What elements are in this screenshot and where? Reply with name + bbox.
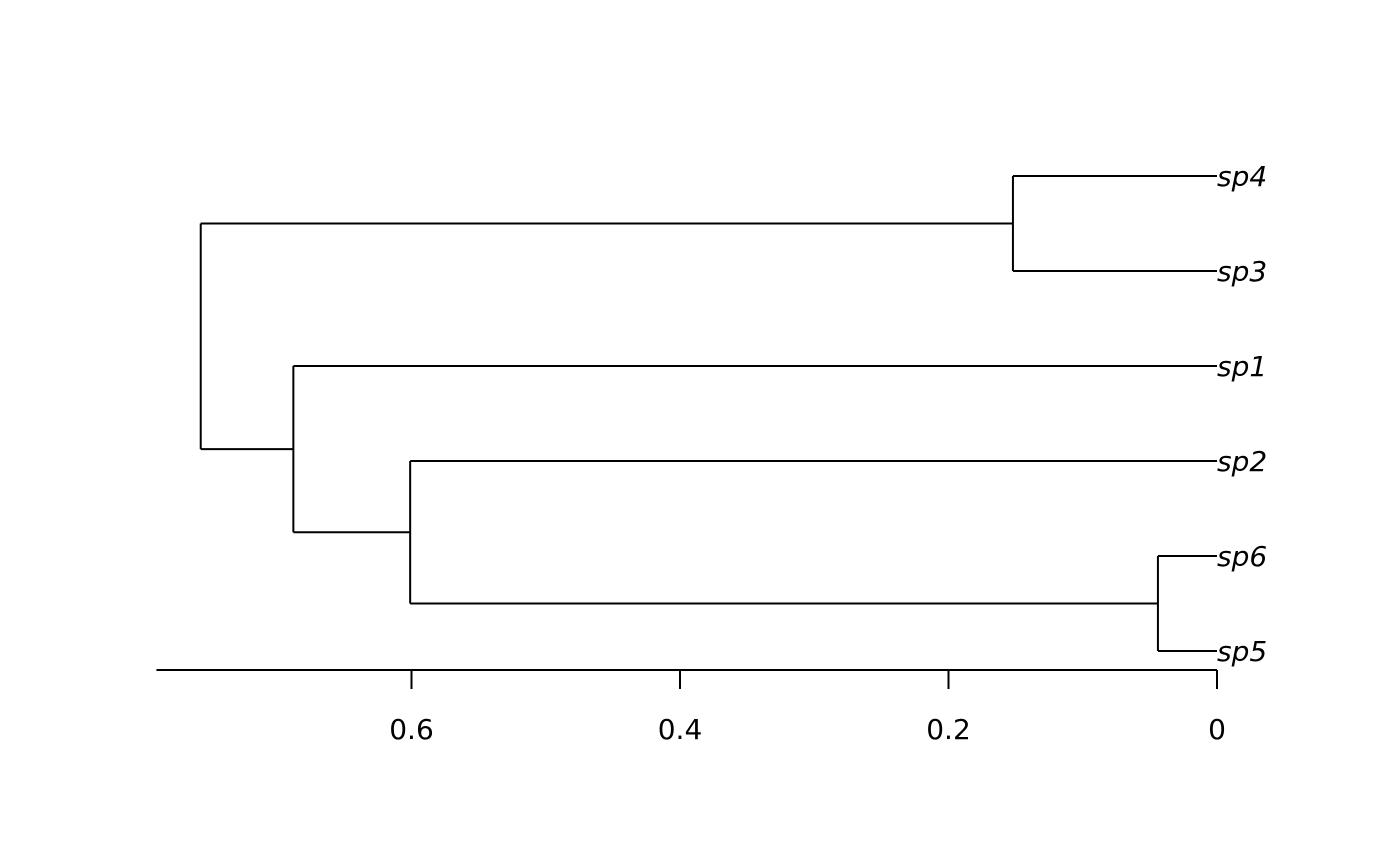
leaf-label-sp3: sp3 <box>1217 255 1267 288</box>
leaf-label-sp1: sp1 <box>1217 350 1267 383</box>
leaf-label-sp2: sp2 <box>1217 445 1267 478</box>
x-tick-label: 0 <box>1208 713 1226 746</box>
x-tick-label: 0.2 <box>926 713 971 746</box>
x-tick-label: 0.6 <box>389 713 434 746</box>
leaf-label-sp5: sp5 <box>1217 635 1267 668</box>
leaf-label-sp6: sp6 <box>1217 540 1267 573</box>
x-tick-label: 0.4 <box>658 713 703 746</box>
leaf-label-sp4: sp4 <box>1217 160 1267 193</box>
